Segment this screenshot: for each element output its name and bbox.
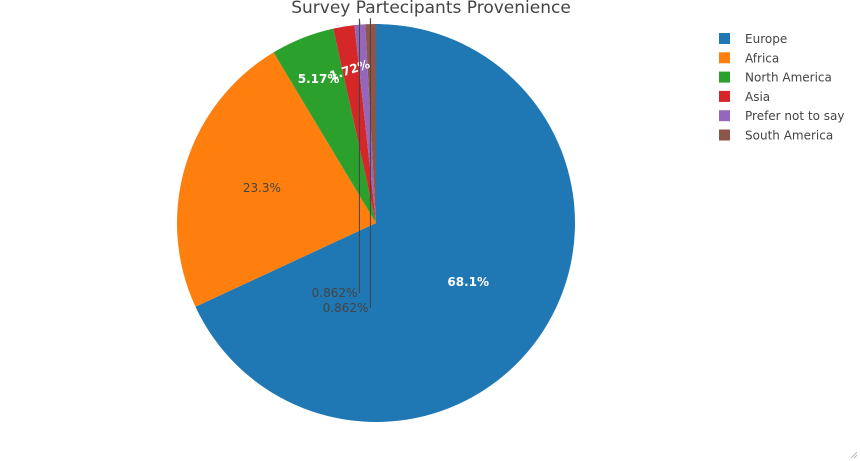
legend-label-asia: Asia (745, 90, 770, 104)
slice-label-africa: 23.3% (243, 181, 281, 195)
pie-slice-europe[interactable] (195, 24, 575, 422)
leader-line-prefer-not-to-say (358, 18, 361, 293)
legend-swatch-africa (719, 52, 730, 64)
legend-item-south-america[interactable]: South America (719, 129, 833, 143)
legend: Europe Africa North America Asia Prefer not … (719, 32, 844, 143)
legend-label-africa: Africa (745, 51, 779, 65)
legend-item-asia[interactable]: Asia (719, 90, 770, 104)
pie-slices (176, 23, 575, 422)
legend-label-south-america: South America (745, 129, 833, 143)
legend-swatch-north-america (719, 71, 730, 83)
legend-swatch-prefer-not-to-say (719, 110, 730, 122)
legend-swatch-asia (719, 90, 730, 102)
pie-slice-north-america[interactable] (273, 28, 376, 223)
slice-label-south-america: 0.862% (323, 301, 369, 315)
legend-label-prefer-not-to-say: Prefer not to say (745, 109, 844, 123)
legend-item-europe[interactable]: Europe (719, 32, 787, 46)
slice-label-prefer-not-to-say: 0.862% (312, 286, 358, 300)
legend-label-north-america: North America (745, 71, 832, 85)
legend-item-africa[interactable]: Africa (719, 51, 779, 65)
slice-label-north-america: 5.17% (298, 72, 340, 86)
pie-slice-asia[interactable] (333, 25, 376, 224)
pie-slice-africa[interactable] (176, 52, 376, 307)
legend-item-north-america[interactable]: North America (719, 71, 832, 85)
chart-title: Survey Partecipants Provenience (291, 0, 571, 18)
legend-swatch-south-america (719, 129, 730, 141)
legend-item-prefer-not-to-say[interactable]: Prefer not to say (719, 109, 844, 123)
legend-label-europe: Europe (745, 32, 787, 46)
slice-label-europe: 68.1% (447, 275, 489, 289)
resize-handle-icon[interactable] (850, 451, 858, 459)
legend-swatch-europe (719, 33, 730, 44)
